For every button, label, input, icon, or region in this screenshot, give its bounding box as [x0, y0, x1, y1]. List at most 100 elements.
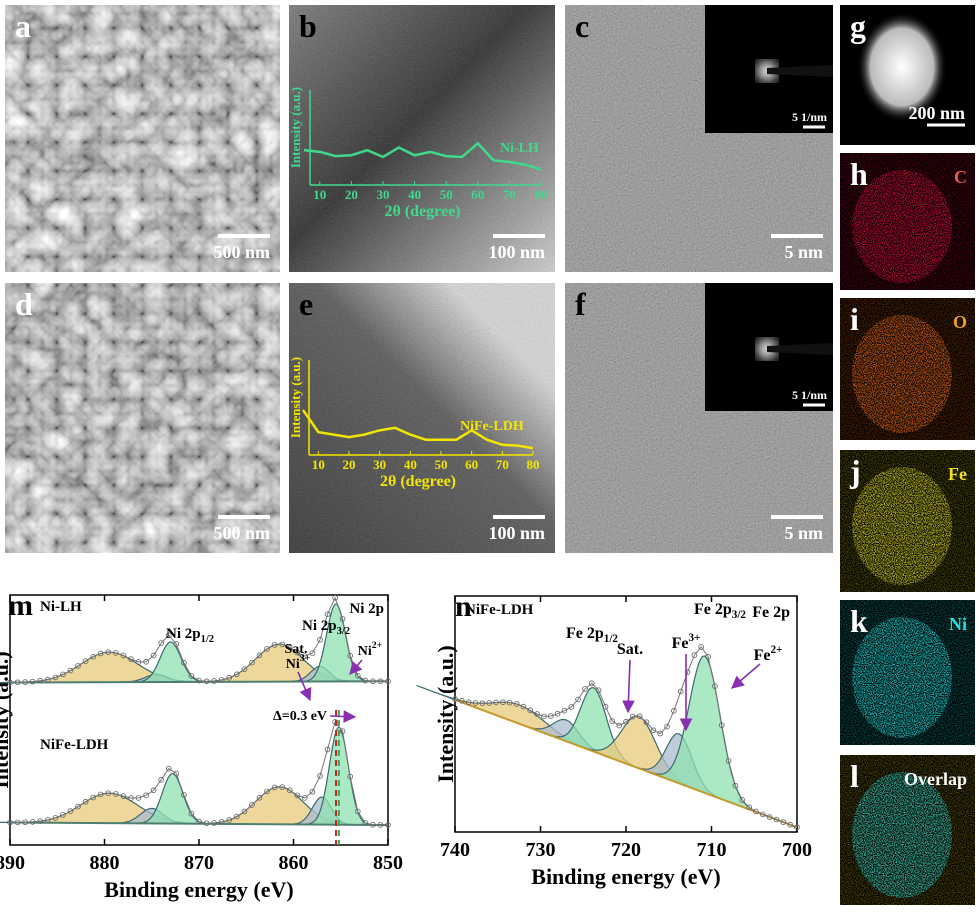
x-tick-label: 40 — [408, 187, 421, 202]
micrograph-panel — [5, 283, 280, 553]
inset-scale-label: 5 1/nm — [792, 388, 827, 402]
element-label: O — [953, 312, 967, 332]
annotation-text: Fe 2p — [566, 625, 604, 642]
arrow — [297, 671, 312, 702]
micrograph-panel — [840, 600, 975, 745]
annotation-text: Δ=0.3 eV — [273, 709, 327, 724]
annotation-text: Ni — [358, 644, 372, 659]
scale-label: 500 nm — [213, 523, 270, 543]
micrograph-panel: 5 1/nm — [565, 5, 833, 272]
tem-grain — [289, 283, 555, 553]
annotation-text: Sat. — [285, 642, 308, 657]
sem-image — [5, 5, 280, 272]
scale-label: 200 nm — [908, 103, 965, 123]
x-tick-label: 70 — [496, 457, 509, 472]
arrow — [329, 710, 357, 723]
annotation: Ni3+ — [286, 653, 311, 672]
panel-label: g — [850, 8, 866, 44]
x-tick-label: 850 — [373, 852, 403, 874]
scale-label: 5 nm — [784, 523, 823, 543]
spectrum-name: NiFe-LDH — [465, 602, 534, 618]
annotation: Δ=0.3 eV — [273, 709, 327, 724]
annotation-sub: 1/2 — [604, 633, 619, 645]
xrd-line — [303, 141, 542, 171]
annotation: Fe 2p3/2 — [694, 601, 746, 621]
micrograph-panel — [289, 283, 555, 553]
panel-label: b — [299, 8, 317, 44]
x-tick-label: 10 — [313, 187, 326, 202]
map-cluster — [852, 467, 952, 585]
annotation: Fe 2p — [752, 604, 790, 621]
spectrum-name: NiFe-LDH — [40, 737, 109, 753]
x-tick-label: 40 — [404, 457, 417, 472]
panel-label: d — [15, 286, 33, 322]
x-tick-label: 30 — [377, 187, 390, 202]
annotation-sup: 3+ — [300, 653, 311, 664]
micrograph-panel: 5 1/nm — [565, 283, 833, 553]
beam-stopper — [767, 65, 833, 77]
series-label: Ni-LH — [500, 141, 539, 156]
x-axis-label: 2θ (degree) — [380, 473, 456, 490]
scale-label: 100 nm — [488, 523, 545, 543]
baseline — [9, 680, 389, 684]
annotation-text: Ni 2p — [166, 626, 201, 642]
annotation-text: Fe 2p — [694, 601, 732, 618]
panel-label: e — [299, 286, 313, 322]
element-label: C — [954, 167, 967, 187]
x-tick-label: 20 — [345, 187, 358, 202]
annotation-sub: 3/2 — [732, 609, 747, 621]
panel-label: h — [850, 156, 868, 192]
annotation: Ni 2p3/2 — [302, 618, 350, 637]
x-tick-label: 710 — [697, 839, 727, 861]
panel-label: n — [455, 590, 472, 623]
map-cluster — [852, 170, 952, 283]
x-tick-label: 60 — [465, 457, 478, 472]
x-tick-label: 880 — [90, 852, 120, 874]
annotation-sup: 3+ — [688, 632, 700, 644]
map-cluster — [852, 617, 952, 738]
arrow — [622, 659, 635, 714]
series-label: NiFe-LDH — [460, 419, 524, 434]
fit-envelope — [452, 644, 800, 831]
micrograph-panel — [289, 5, 555, 272]
panel-label: l — [850, 758, 859, 794]
y-axis-label: Intensity (a.u.) — [288, 357, 303, 438]
annotation-text: Fe — [754, 647, 771, 664]
panel-label: f — [575, 286, 586, 322]
map-cluster — [852, 315, 952, 433]
scale-label: 5 nm — [784, 242, 823, 262]
x-tick-label: 740 — [440, 839, 470, 861]
panel-label: c — [575, 8, 589, 44]
x-tick-label: 720 — [611, 839, 641, 861]
annotation-sup: 2+ — [770, 644, 782, 656]
x-tick-label: 10 — [312, 457, 325, 472]
tem-grain — [289, 5, 555, 272]
panel-label: m — [8, 589, 33, 622]
scale-label: 100 nm — [488, 242, 545, 262]
x-tick-label: 890 — [0, 852, 25, 874]
panel-label: a — [15, 8, 31, 44]
y-axis-label: Intensity (a.u.) — [433, 645, 458, 783]
micrograph-panel — [840, 153, 975, 290]
micrograph-panel — [840, 5, 975, 145]
annotation-text: Fe — [672, 635, 689, 652]
arrow — [349, 659, 363, 675]
arrow — [731, 663, 761, 689]
beam-stopper — [767, 343, 833, 355]
micrograph-panel — [840, 450, 975, 592]
annotation: Ni 2p1/2 — [166, 626, 214, 645]
x-tick-label: 70 — [503, 187, 516, 202]
micrograph-panel — [5, 5, 280, 272]
panel-label: k — [850, 603, 868, 639]
annotation: Fe3+ — [672, 632, 701, 652]
annotation-text: Sat. — [617, 641, 643, 658]
annotation-sub: 1/2 — [201, 634, 214, 645]
x-tick-label: 870 — [184, 852, 214, 874]
annotation: Fe2+ — [754, 644, 783, 664]
x-tick-label: 50 — [440, 187, 453, 202]
y-axis-label: Intensity (a.u.) — [288, 87, 303, 168]
annotation: Sat. — [285, 642, 308, 657]
micrograph-panel — [840, 298, 975, 440]
x-tick-label: 860 — [279, 852, 309, 874]
